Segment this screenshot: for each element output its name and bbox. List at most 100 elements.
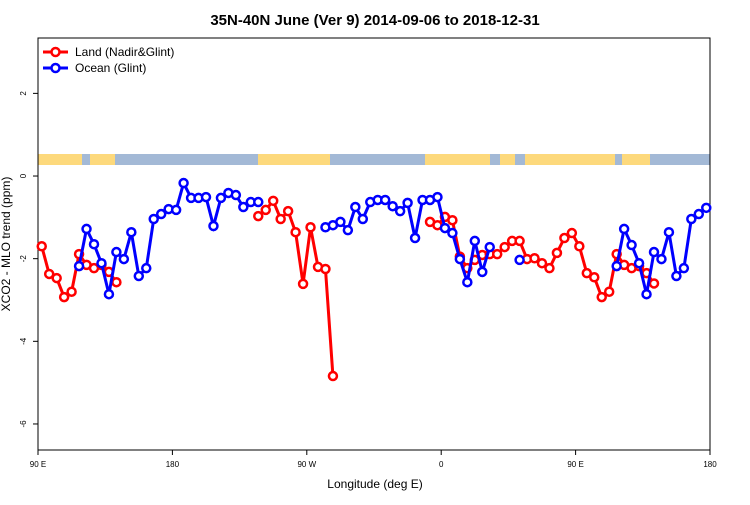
point [51, 272, 62, 284]
point [305, 222, 316, 233]
point [469, 235, 481, 247]
point [66, 286, 77, 297]
point [618, 223, 630, 235]
point [394, 205, 406, 217]
point [103, 288, 115, 300]
point [215, 192, 227, 204]
point [462, 276, 473, 288]
legend-marker [50, 46, 61, 58]
chart-title: 35N-40N June (Ver 9) 2014-09-06 to 2018-… [210, 12, 539, 29]
point [58, 291, 70, 303]
point [499, 241, 510, 253]
point [447, 214, 458, 226]
x-tick-label: 90 E [30, 460, 46, 469]
point [447, 227, 458, 239]
point [648, 278, 660, 289]
point [178, 177, 189, 189]
point [200, 191, 212, 203]
point [439, 222, 451, 234]
point [267, 195, 279, 207]
point [126, 226, 137, 238]
x-tick-label: 90 W [297, 460, 316, 469]
x-axis-label: Longitude (deg E) [327, 477, 422, 491]
point [633, 257, 645, 269]
point [290, 226, 301, 238]
point [663, 226, 675, 238]
plot-frame [37, 37, 711, 451]
point [641, 288, 652, 300]
point [43, 268, 55, 280]
point [282, 205, 294, 217]
point [566, 227, 578, 239]
point [678, 262, 690, 274]
point [484, 241, 495, 253]
x-tick-label: 0 [439, 460, 444, 469]
point [111, 276, 122, 288]
point [536, 257, 548, 269]
point [260, 204, 271, 216]
point [671, 270, 682, 282]
point [559, 232, 570, 244]
point [686, 213, 697, 225]
point [574, 241, 585, 252]
point [693, 208, 705, 220]
point [238, 201, 249, 213]
point [170, 204, 182, 216]
point [551, 247, 563, 259]
point [88, 238, 100, 250]
point [477, 266, 488, 278]
point [155, 208, 167, 220]
point [208, 220, 219, 232]
point [379, 194, 391, 206]
point [342, 224, 354, 236]
land-mask-strip [38, 154, 710, 165]
legend-label: Land (Nadir&Glint) [75, 45, 174, 59]
point [327, 370, 339, 382]
point [491, 248, 503, 260]
point [297, 278, 309, 290]
point [36, 241, 47, 252]
point [589, 272, 600, 283]
point [320, 263, 331, 275]
point [253, 210, 264, 222]
y-axis-label: XCO2 - MLO trend (ppm) [0, 177, 13, 312]
point [133, 270, 145, 282]
point [701, 202, 712, 214]
point [96, 257, 107, 269]
point [81, 223, 92, 235]
point [626, 239, 637, 251]
point [141, 262, 152, 274]
point [409, 232, 421, 244]
point [596, 291, 607, 303]
point [581, 267, 593, 279]
x-tick-label: 180 [166, 460, 180, 469]
point [148, 213, 159, 225]
point [350, 201, 361, 213]
point [454, 253, 466, 265]
point [335, 216, 346, 228]
point [402, 197, 413, 209]
y-tick-label: 2 [19, 91, 28, 96]
point [514, 235, 525, 247]
point [73, 260, 85, 272]
point [514, 254, 525, 266]
point [603, 286, 615, 297]
point [230, 189, 242, 201]
y-tick-label: 0 [19, 173, 28, 178]
point [529, 253, 540, 264]
point [118, 253, 130, 265]
point [611, 260, 622, 272]
point [275, 213, 286, 225]
point [656, 253, 667, 265]
x-tick-label: 90 E [567, 460, 583, 469]
point [648, 246, 660, 258]
y-tick-label: -4 [19, 337, 28, 345]
y-tick-label: -2 [19, 255, 28, 263]
legend-marker [50, 62, 61, 74]
point [357, 213, 369, 225]
x-tick-label: 180 [703, 460, 717, 469]
legend-label: Ocean (Glint) [75, 61, 146, 75]
point [253, 196, 264, 208]
point [544, 262, 555, 274]
